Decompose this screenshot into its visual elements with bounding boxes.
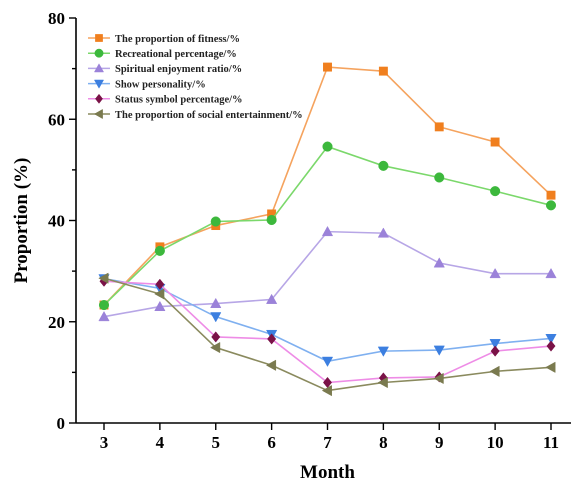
data-point <box>545 267 557 279</box>
legend-marker <box>95 34 103 42</box>
legend-label: Spiritual enjoyment ratio/% <box>115 64 242 75</box>
series-3 <box>98 274 557 367</box>
series-4 <box>99 275 556 389</box>
data-point <box>545 334 557 345</box>
legend-label: Recreational percentage/% <box>115 49 237 60</box>
data-point <box>155 278 165 290</box>
series-1 <box>98 141 557 311</box>
data-point <box>489 365 500 377</box>
data-point <box>378 66 388 76</box>
axes: 0 20 40 60 80 3 4 5 6 7 8 9 10 11 <box>48 9 571 452</box>
data-point <box>321 356 334 367</box>
series-line <box>103 277 552 363</box>
data-point <box>266 293 278 304</box>
data-point <box>489 267 501 279</box>
legend-item: The proportion of fitness/% <box>88 34 240 45</box>
data-point <box>323 62 332 72</box>
data-point <box>434 122 444 132</box>
y-axis-title: Proportion (%) <box>11 158 32 284</box>
data-point <box>433 345 445 356</box>
y-tick-label: 80 <box>48 9 65 28</box>
series-line <box>103 145 552 306</box>
legend: The proportion of fitness/% Recreational … <box>88 34 303 121</box>
data-point <box>545 200 557 211</box>
y-tick-label: 60 <box>48 110 65 129</box>
x-tick-label: 3 <box>100 433 109 452</box>
data-point <box>210 341 221 354</box>
legend-marker <box>95 93 103 104</box>
data-point <box>98 272 109 284</box>
data-point <box>489 339 501 350</box>
data-point <box>378 160 389 171</box>
data-point <box>490 345 500 357</box>
y-tick-label: 20 <box>48 313 65 332</box>
data-point <box>267 333 277 345</box>
series-line <box>103 280 552 384</box>
x-tick-label: 5 <box>212 433 221 452</box>
data-point <box>433 372 444 385</box>
data-point <box>98 310 110 322</box>
data-point <box>433 257 445 268</box>
data-point <box>266 214 277 226</box>
legend-marker <box>94 48 104 58</box>
data-point <box>321 225 334 237</box>
y-tick-label: 40 <box>48 212 65 231</box>
legend-marker <box>93 79 105 89</box>
legend-item: Show personality/% <box>88 79 206 90</box>
x-tick-label: 7 <box>323 433 332 452</box>
series-layer <box>98 62 557 397</box>
data-point <box>377 227 389 238</box>
legend-label: The proportion of fitness/% <box>115 34 240 45</box>
data-point <box>377 346 389 357</box>
data-point <box>546 340 556 352</box>
x-tick-label: 10 <box>487 433 504 452</box>
legend-label: The proportion of social entertainment/% <box>115 110 303 121</box>
data-point <box>210 216 221 227</box>
data-point <box>98 299 110 311</box>
series-5 <box>98 272 556 397</box>
data-point <box>546 190 556 200</box>
data-point <box>377 376 388 389</box>
data-point <box>321 384 332 397</box>
x-tick-label: 4 <box>156 433 165 452</box>
series-2 <box>98 225 557 322</box>
y-tick-label: 0 <box>57 414 66 433</box>
legend-item: Spiritual enjoyment ratio/% <box>88 63 242 75</box>
data-point <box>322 141 333 152</box>
x-tick-label: 11 <box>543 433 559 452</box>
data-point <box>265 359 277 371</box>
data-point <box>210 312 222 323</box>
data-point <box>211 331 221 343</box>
legend-item: The proportion of social entertainment/% <box>88 108 303 121</box>
legend-marker <box>93 63 105 73</box>
data-point <box>545 361 556 373</box>
legend-label: Status symbol percentage/% <box>115 95 243 106</box>
data-point <box>434 172 445 183</box>
legend-label: Show personality/% <box>115 79 206 90</box>
x-tick-label: 9 <box>435 433 444 452</box>
data-point <box>154 300 166 312</box>
data-point <box>490 137 500 147</box>
data-point <box>154 245 165 256</box>
data-point <box>154 288 165 300</box>
legend-item: Status symbol percentage/% <box>88 93 243 106</box>
x-tick-label: 8 <box>379 433 388 452</box>
legend-item: Recreational percentage/% <box>88 48 237 60</box>
x-tick-label: 6 <box>267 433 276 452</box>
data-point <box>490 186 501 197</box>
legend-marker <box>93 108 103 120</box>
data-point <box>210 297 222 308</box>
x-axis-title: Month <box>300 462 355 483</box>
